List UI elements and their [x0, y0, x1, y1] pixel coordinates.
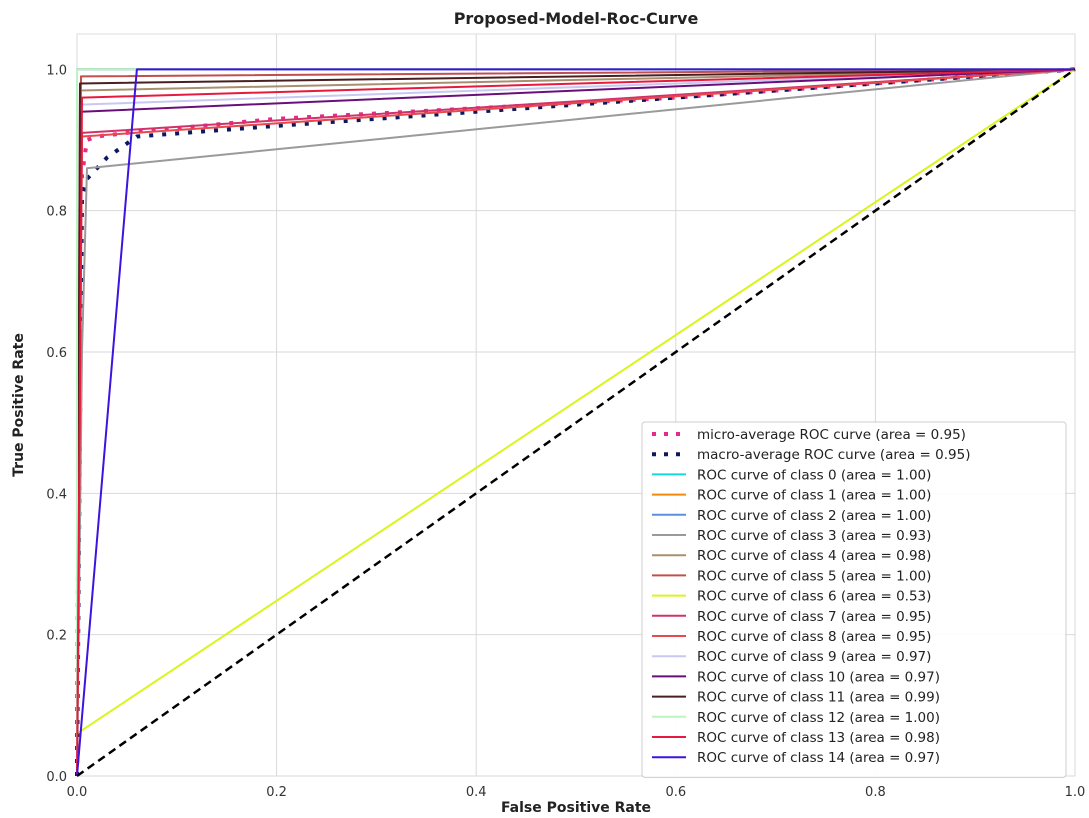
x-tick-label: 0.2 [266, 785, 287, 800]
x-tick-label: 1.0 [1065, 785, 1086, 800]
legend-label: ROC curve of class 13 (area = 0.98) [697, 730, 940, 746]
y-tick-label: 0.8 [46, 205, 67, 220]
y-tick-label: 0.2 [46, 629, 67, 644]
x-tick-label: 0.8 [865, 785, 886, 800]
legend-label: ROC curve of class 3 (area = 0.93) [697, 528, 931, 544]
legend-label: ROC curve of class 7 (area = 0.95) [697, 609, 931, 625]
legend-label: micro-average ROC curve (area = 0.95) [697, 427, 966, 443]
legend-label: ROC curve of class 4 (area = 0.98) [697, 548, 931, 564]
x-tick-label: 0.6 [665, 785, 686, 800]
roc-series-line-16 [76, 68, 1075, 777]
roc-series-line-1 [75, 67, 1076, 777]
legend-label: ROC curve of class 9 (area = 0.97) [697, 649, 931, 665]
legend-label: ROC curve of class 2 (area = 1.00) [697, 508, 931, 524]
legend-label: macro-average ROC curve (area = 0.95) [697, 447, 970, 463]
y-tick-label: 1.0 [46, 63, 67, 78]
legend-label: ROC curve of class 14 (area = 0.97) [697, 750, 940, 766]
y-tick-label: 0.6 [46, 346, 67, 361]
x-tick-label: 0.4 [466, 785, 487, 800]
legend-label: ROC curve of class 8 (area = 0.95) [697, 629, 931, 645]
legend-label: ROC curve of class 5 (area = 1.00) [697, 568, 931, 584]
x-axis-label: False Positive Rate [501, 800, 651, 816]
legend-label: ROC curve of class 6 (area = 0.53) [697, 589, 931, 605]
x-tick-label: 0.0 [67, 785, 88, 800]
legend-label: ROC curve of class 11 (area = 0.99) [697, 690, 940, 706]
legend-label: ROC curve of class 12 (area = 1.00) [697, 710, 940, 726]
chart-title: Proposed-Model-Roc-Curve [454, 9, 699, 28]
y-tick-labels: 0.0 0.2 0.4 0.6 0.8 1.0 [46, 63, 67, 785]
chance-diagonal-line [76, 68, 1076, 778]
legend-label: ROC curve of class 1 (area = 1.00) [697, 488, 931, 504]
roc-series [75, 67, 1076, 778]
y-axis-label: True Positive Rate [11, 333, 27, 477]
y-tick-label: 0.4 [46, 487, 67, 502]
legend-label: ROC curve of class 0 (area = 1.00) [697, 467, 931, 483]
legend-box [641, 421, 1067, 778]
y-tick-label: 0.0 [46, 770, 67, 785]
x-tick-labels: 0.0 0.2 0.4 0.6 0.8 1.0 [67, 785, 1086, 800]
roc-series-line-15 [76, 68, 1076, 777]
legend-label: ROC curve of class 10 (area = 0.97) [697, 669, 940, 685]
legend: micro-average ROC curve (area = 0.95) mac… [641, 421, 1067, 778]
